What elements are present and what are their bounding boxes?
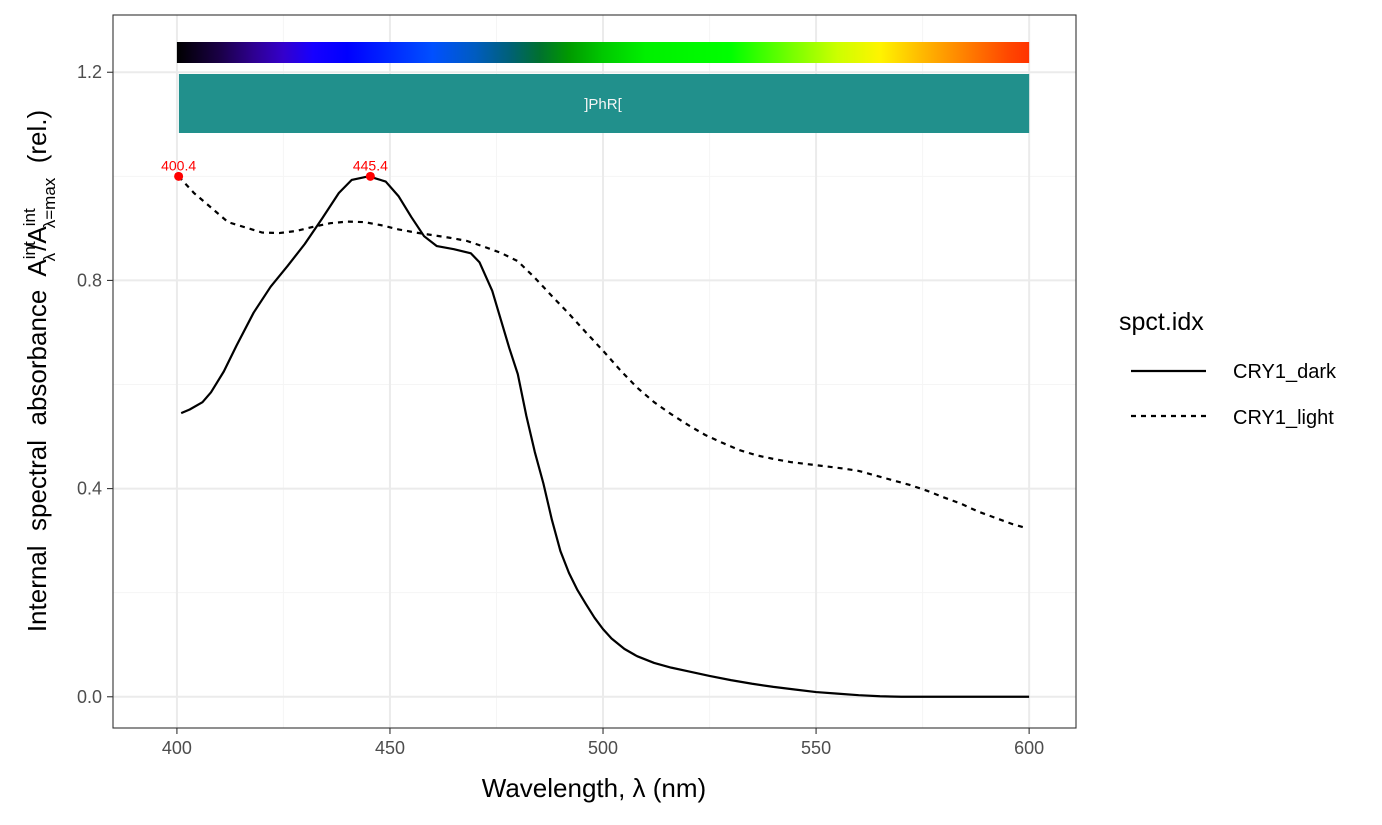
y-axis-label-prefix: Internal spectral absorbance (22, 277, 52, 633)
peak-point (174, 171, 184, 181)
peak-markers: 400.4 445.4 (161, 157, 388, 181)
legend-label-cry1-light: CRY1_light (1233, 407, 1334, 429)
y-axis-label-num-sub: λ (40, 252, 59, 261)
x-tick-label: 400 (162, 738, 192, 758)
spectrum-bar-rect (176, 42, 1030, 63)
series-line-cry1-light (177, 175, 1026, 529)
y-tick-label: 0.0 (77, 687, 102, 707)
peak-label: 445.4 (353, 157, 388, 173)
minor-gridlines (113, 15, 1076, 728)
x-tick-label: 500 (588, 738, 618, 758)
phr-band-rect (178, 74, 1030, 133)
legend-label-cry1-dark: CRY1_dark (1233, 361, 1337, 383)
plot-background (113, 15, 1076, 728)
y-axis-label-slash: / (22, 243, 52, 251)
peak-point (365, 171, 375, 181)
major-gridlines (113, 15, 1076, 728)
x-tick-label: 450 (375, 738, 405, 758)
x-tick-label: 550 (801, 738, 831, 758)
y-tick-label: 1.2 (77, 62, 102, 82)
spectrum-color-bar (176, 42, 1030, 63)
y-tick-label: 0.4 (77, 479, 102, 499)
series-lines (177, 175, 1030, 698)
plot-panel-border (112, 14, 1077, 729)
y-axis: 0.0 0.4 0.8 1.2 (77, 62, 113, 707)
y-axis-label-den-sup: int (20, 208, 39, 226)
y-axis-label-num-sup: int (20, 241, 39, 259)
y-axis-label: Internal spectral absorbance Aintλ/Aintλ… (20, 110, 59, 632)
y-axis-label-symbol-den: A (22, 226, 52, 244)
y-axis-label-den-sub: λ=max (40, 177, 59, 228)
y-axis-label-symbol-num: A (22, 259, 52, 277)
legend: spct.idx CRY1_dark CRY1_light (1119, 308, 1337, 429)
y-tick-label: 0.8 (77, 270, 102, 290)
peak-label: 400.4 (161, 157, 196, 173)
series-line-cry1-dark (180, 175, 1030, 698)
x-tick-label: 600 (1014, 738, 1044, 758)
x-axis: 400 450 500 550 600 (162, 728, 1044, 758)
wavelength-band: ]PhR[ (178, 74, 1030, 133)
y-axis-label-suffix: (rel.) (22, 110, 52, 178)
phr-band-label: ]PhR[ (584, 96, 622, 113)
x-axis-label: Wavelength, λ (nm) (482, 773, 706, 803)
legend-title: spct.idx (1119, 308, 1204, 336)
